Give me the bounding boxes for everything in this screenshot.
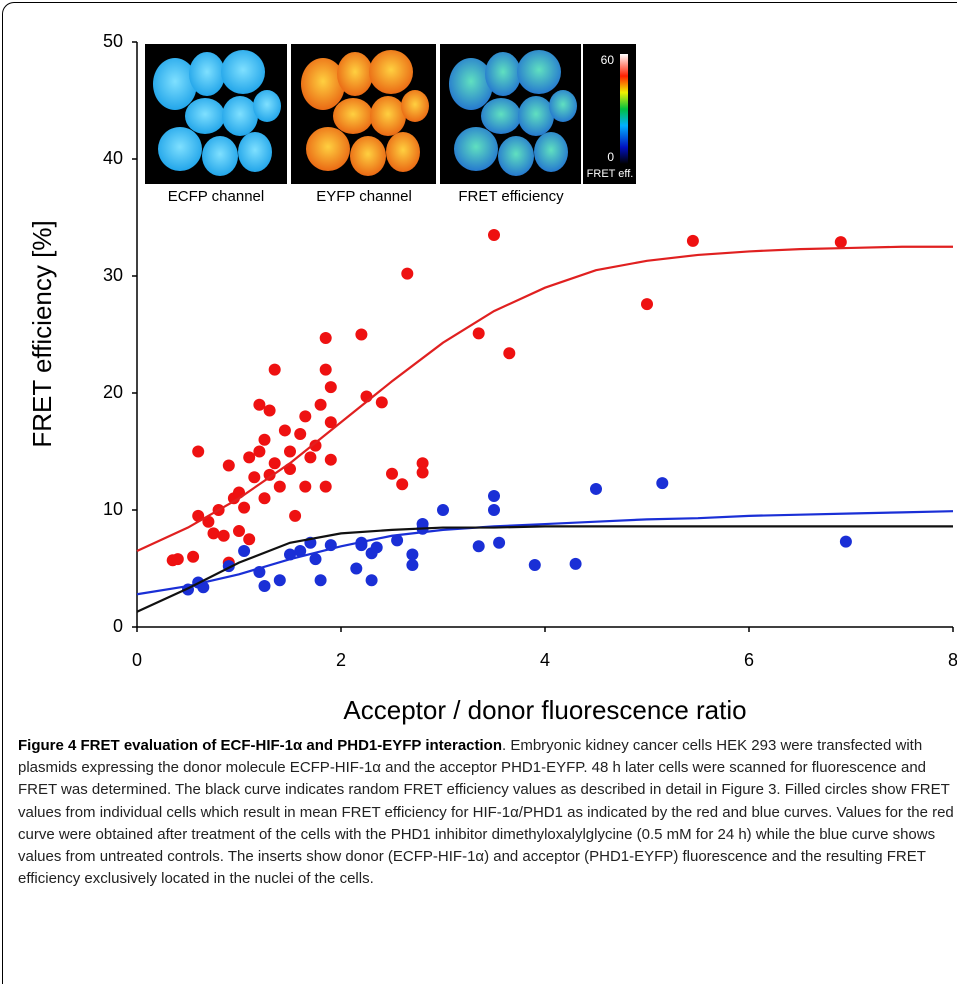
data-point <box>437 504 449 516</box>
fit-curve <box>136 525 953 613</box>
data-point <box>233 525 245 538</box>
data-point <box>309 553 322 566</box>
data-point <box>268 457 281 470</box>
data-point <box>401 267 414 280</box>
y-tick-label: 0 <box>113 616 123 636</box>
data-point <box>243 451 256 464</box>
data-point <box>391 534 404 547</box>
colorbar-label: FRET eff. <box>587 168 634 180</box>
data-point <box>268 363 281 376</box>
data-point <box>406 558 419 571</box>
data-point <box>294 544 307 557</box>
data-point <box>365 574 378 587</box>
data-point <box>641 298 653 311</box>
y-tick-label: 20 <box>103 382 123 402</box>
data-point <box>370 541 383 554</box>
data-point <box>217 529 230 542</box>
inset-label: FRET efficiency <box>458 188 564 205</box>
data-point <box>355 328 368 341</box>
inset-label: EYFP channel <box>316 188 412 205</box>
data-point <box>396 478 409 491</box>
data-point <box>472 540 485 553</box>
data-point <box>375 396 388 409</box>
data-point <box>294 427 307 440</box>
fit-curve <box>136 245 953 552</box>
data-point <box>207 527 220 540</box>
x-tick-label: 2 <box>336 650 346 670</box>
data-point <box>528 558 541 571</box>
data-point <box>472 327 485 340</box>
data-point <box>350 562 363 575</box>
data-point <box>171 553 184 566</box>
data-point <box>488 504 500 516</box>
data-point <box>299 480 312 493</box>
data-point <box>503 347 516 360</box>
data-point <box>289 509 302 522</box>
data-point <box>686 234 699 247</box>
inset-images <box>145 44 636 184</box>
data-point <box>319 332 332 345</box>
data-point <box>243 533 256 546</box>
data-point <box>263 468 276 481</box>
data-point <box>319 480 332 493</box>
data-point <box>569 557 582 570</box>
data-point <box>324 381 337 394</box>
data-point <box>324 453 337 466</box>
data-point <box>222 459 235 472</box>
caption: Figure 4 FRET evaluation of ECF-HIF-1α a… <box>18 735 954 890</box>
data-point <box>258 580 271 593</box>
caption-title: Figure 4 FRET evaluation of ECF-HIF-1α a… <box>18 737 502 754</box>
colorbar-min: 0 <box>607 150 614 164</box>
data-point <box>416 466 429 479</box>
y-tick-label: 40 <box>103 148 123 168</box>
y-tick-label: 30 <box>103 265 123 285</box>
data-point <box>488 229 500 242</box>
data-point <box>238 544 251 557</box>
x-tick-label: 0 <box>132 650 142 670</box>
data-point <box>258 433 271 446</box>
data-point <box>238 501 251 514</box>
data-point <box>324 416 337 429</box>
data-point <box>656 477 669 490</box>
data-point <box>273 574 286 587</box>
x-tick-label: 6 <box>744 650 754 670</box>
data-point <box>248 471 261 484</box>
data-point <box>187 550 200 563</box>
data-point <box>406 548 419 561</box>
data-point <box>319 363 332 376</box>
data-point <box>314 574 327 587</box>
data-point <box>258 492 271 505</box>
data-point <box>834 236 847 249</box>
fit-curve <box>136 510 954 596</box>
data-point <box>386 467 398 480</box>
data-point <box>839 535 852 548</box>
data-point <box>192 445 205 458</box>
data-point <box>590 482 602 495</box>
inset-label: ECFP channel <box>168 188 264 205</box>
data-point <box>304 451 317 464</box>
data-point <box>299 410 312 423</box>
chart: Acceptor / donor fluorescence ratio FRET… <box>27 31 957 725</box>
data-point <box>253 445 266 458</box>
data-point <box>284 445 296 458</box>
data-point <box>273 480 286 493</box>
data-point <box>493 536 506 549</box>
data-point <box>253 398 266 411</box>
caption-text: . Embryonic kidney cancer cells HEK 293 … <box>18 737 954 888</box>
x-tick-label: 8 <box>948 650 957 670</box>
y-tick-label: 10 <box>103 499 123 519</box>
data-point <box>263 404 276 417</box>
data-point <box>488 489 500 502</box>
x-tick-label: 4 <box>540 650 550 670</box>
data-point <box>314 398 327 411</box>
x-axis-title: Acceptor / donor fluorescence ratio <box>343 695 746 725</box>
y-tick-label: 50 <box>103 31 123 51</box>
y-axis-title: FRET efficiency [%] <box>27 220 57 447</box>
data-point <box>278 424 291 437</box>
colorbar-max: 60 <box>601 53 615 67</box>
data-point <box>416 457 429 470</box>
data-point <box>309 439 322 452</box>
